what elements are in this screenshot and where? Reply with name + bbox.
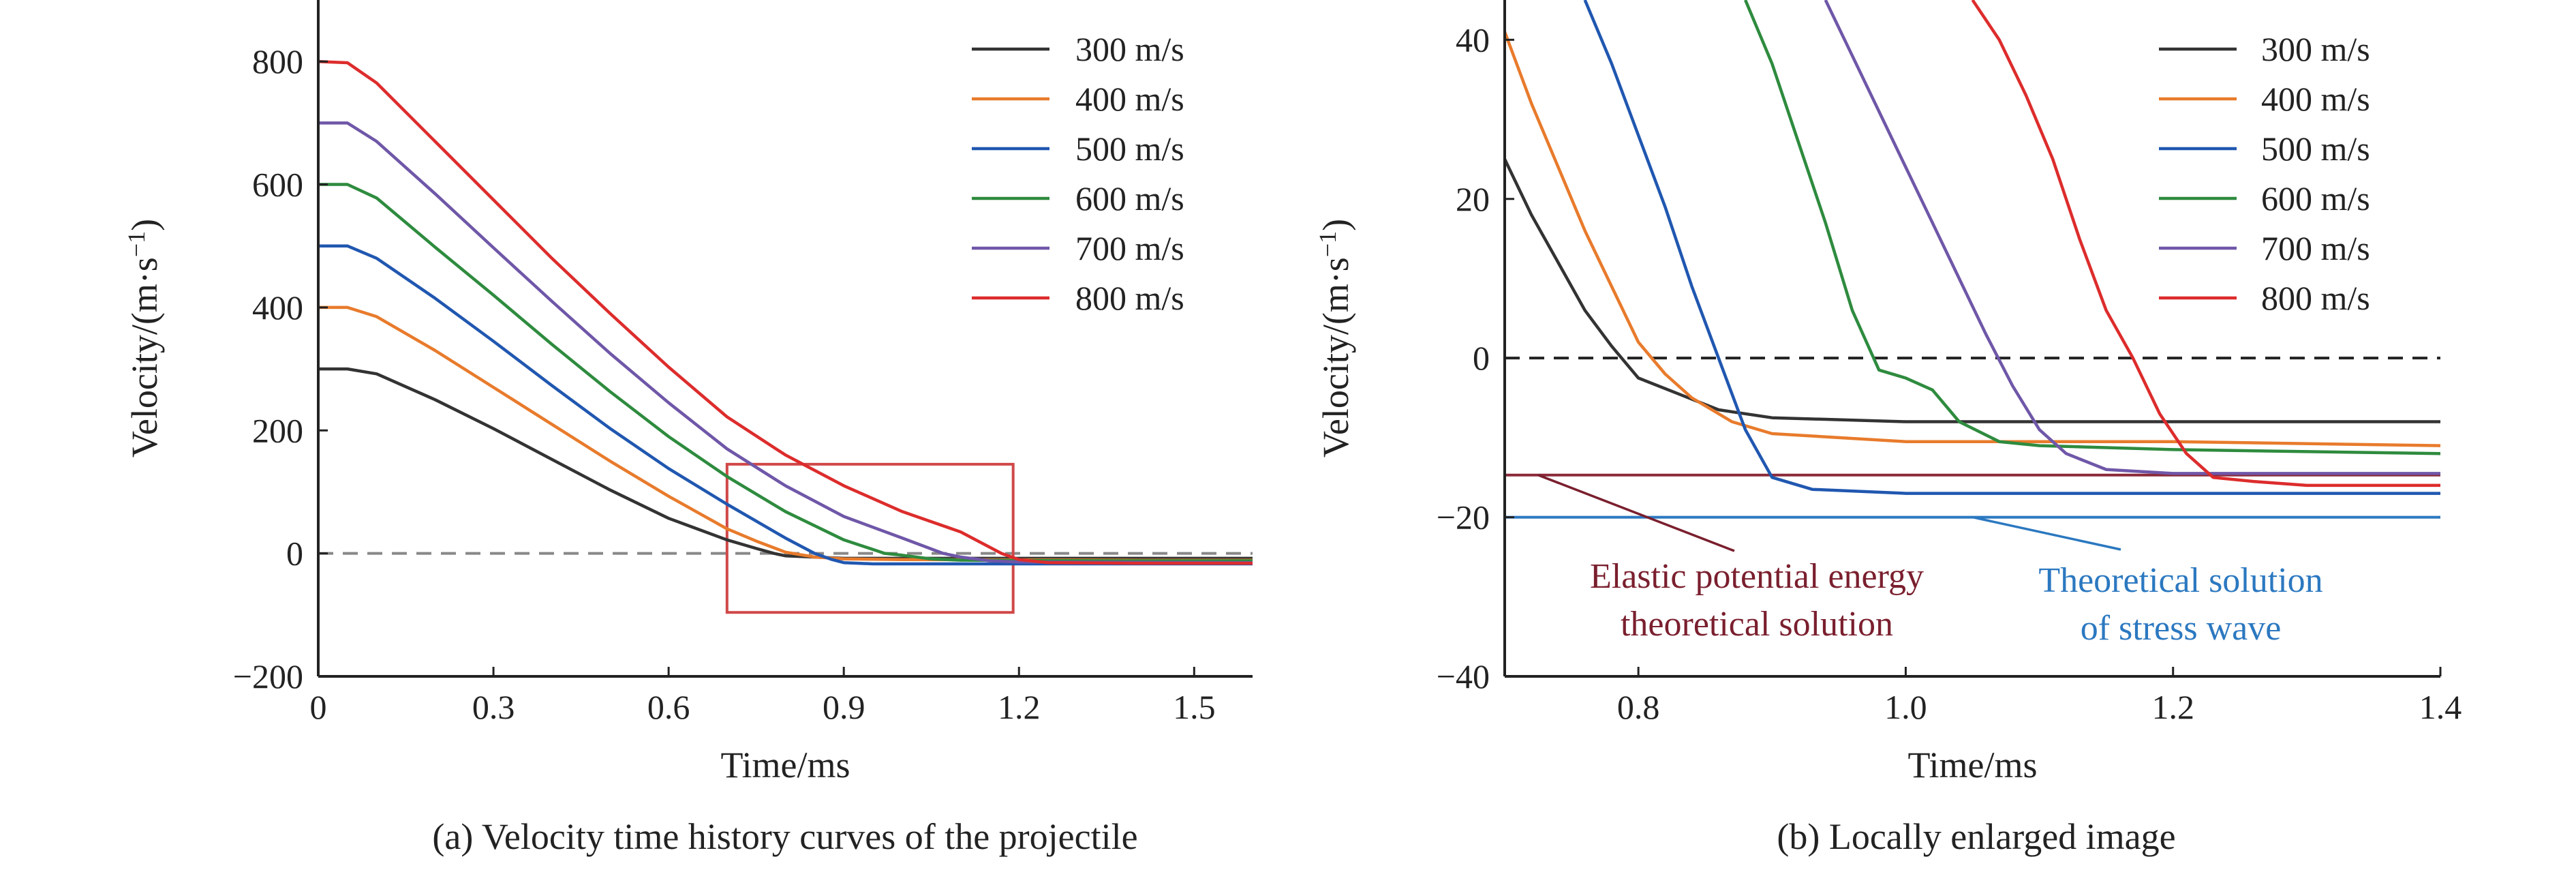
- x-tick-label: 0.6: [647, 688, 690, 726]
- y-tick-label: 400: [252, 288, 303, 327]
- legend: 300 m/s 400 m/s 500 m/s 600 m/s 700 m/s 800 m…: [2159, 30, 2370, 317]
- legend-label: 700 m/s: [1075, 229, 1184, 267]
- chart-caption: (a) Velocity time history curves of the …: [432, 816, 1137, 857]
- x-axis-title: Time/ms: [1907, 745, 2037, 785]
- y-axis-title: Velocity/(m·s−1): [123, 219, 165, 457]
- x-tick-label: 0: [310, 688, 327, 726]
- y-tick-label: 800: [252, 42, 303, 80]
- y-tick-label: 40: [1456, 20, 1490, 59]
- x-tick-label: 0.9: [823, 688, 865, 726]
- y-tick-label: 200: [252, 411, 303, 449]
- legend: 300 m/s 400 m/s 500 m/s 600 m/s 700 m/s 800 m…: [972, 30, 1184, 317]
- legend-label: 400 m/s: [1075, 80, 1184, 118]
- annotation-text-1: Theoretical solution: [2038, 561, 2322, 600]
- annotation-text-0: theoretical solution: [1621, 605, 1893, 644]
- x-axis-title: Time/ms: [720, 745, 850, 785]
- y-tick-label: −20: [1437, 498, 1490, 537]
- legend-label: 500 m/s: [2261, 130, 2370, 168]
- y-tick-label: 600: [252, 166, 303, 204]
- series-line-800-m-s: [318, 59, 1253, 565]
- series-group: [318, 59, 1253, 566]
- x-tick-label: 0.3: [472, 688, 515, 726]
- legend-label: 300 m/s: [1075, 30, 1184, 68]
- y-tick-label: 0: [286, 535, 303, 573]
- series-line-700-m-s: [318, 121, 1253, 565]
- x-tick-label: 1.2: [998, 688, 1041, 726]
- chart-caption: (b) Locally enlarged image: [1777, 816, 2175, 857]
- annotation-leader-0: [1537, 474, 1735, 552]
- series-line-300-m-s: [1505, 158, 2440, 423]
- chart-panel-a: 0 0.3 0.6 0.9 1.2 1.5−2000200400600800Time/ms…: [123, 0, 1253, 857]
- legend-label: 600 m/s: [2261, 179, 2370, 217]
- x-tick-label: 0.8: [1617, 688, 1660, 726]
- legend-label: 800 m/s: [2261, 279, 2370, 317]
- y-tick-label: 0: [1473, 339, 1490, 377]
- series-line-600-m-s: [1744, 0, 2440, 455]
- annotation-leader-1: [1972, 515, 2121, 551]
- x-tick-label: 1.0: [1884, 688, 1927, 726]
- y-tick-label: 20: [1456, 180, 1490, 218]
- series-line-400-m-s: [1505, 31, 2440, 447]
- x-tick-label: 1.5: [1173, 688, 1216, 726]
- series-line-400-m-s: [318, 305, 1253, 562]
- x-tick-label: 1.2: [2151, 688, 2194, 726]
- series-line-800-m-s: [1971, 0, 2440, 487]
- legend-label: 400 m/s: [2261, 80, 2370, 118]
- series-group: [1505, 0, 2440, 495]
- legend-label: 300 m/s: [2261, 30, 2370, 68]
- legend-label: 700 m/s: [2261, 229, 2370, 267]
- chart-panel-b: 0.8 1.0 1.2 1.4 −40 −20 0 20 40 Time/ms Velocity/(…: [1314, 0, 2462, 857]
- series-line-700-m-s: [1824, 0, 2440, 475]
- series-line-500-m-s: [1583, 0, 2440, 495]
- series-line-500-m-s: [318, 244, 1253, 566]
- legend-label: 800 m/s: [1075, 279, 1184, 317]
- series-line-600-m-s: [318, 183, 1253, 562]
- y-tick-label: −40: [1437, 657, 1490, 695]
- legend-label: 600 m/s: [1075, 179, 1184, 217]
- legend-label: 500 m/s: [1075, 130, 1184, 168]
- x-tick-label: 1.4: [2419, 688, 2462, 726]
- y-tick-label: −200: [233, 657, 303, 695]
- y-axis-title: Velocity/(m·s−1): [1314, 219, 1356, 457]
- annotation-text-1: of stress wave: [2081, 609, 2282, 648]
- annotation-text-0: Elastic potential energy: [1590, 557, 1924, 596]
